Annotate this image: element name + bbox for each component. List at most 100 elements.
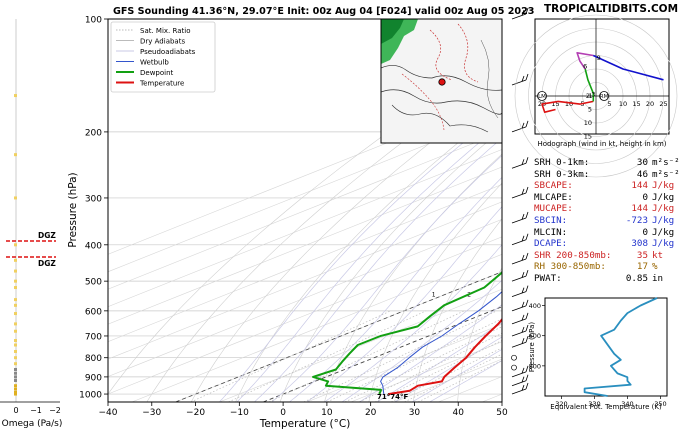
parameter-unit: J/kg bbox=[652, 180, 675, 192]
omega-bar bbox=[14, 343, 17, 347]
parameter-row: SBCAPE: 144 J/kg bbox=[534, 180, 680, 192]
y-tick-label: 700 bbox=[85, 332, 102, 342]
theta-e-line bbox=[583, 297, 658, 397]
mixing-ratio-line bbox=[303, 310, 498, 402]
omega-bar bbox=[14, 392, 17, 396]
parameter-label: MLCIN: bbox=[534, 226, 568, 238]
storm-motion-label: RM bbox=[600, 94, 609, 100]
hodograph-title: Hodograph (wind in kt, height in km) bbox=[537, 140, 666, 148]
parameter-row: PWAT: 0.85 in bbox=[534, 273, 680, 285]
wind-barb bbox=[511, 120, 529, 133]
pseudoadiabat bbox=[429, 360, 502, 402]
x-tick-label: −10 bbox=[230, 408, 249, 418]
mixing-ratio-label: 7 bbox=[538, 292, 542, 299]
wind-barb bbox=[511, 312, 529, 325]
pseudoadiabat bbox=[324, 244, 502, 402]
omega-bar bbox=[14, 362, 17, 366]
wind-barb bbox=[511, 233, 529, 246]
theta-x-tick: 320 bbox=[555, 400, 567, 408]
omega-bar bbox=[14, 243, 17, 247]
pseudoadiabat bbox=[306, 206, 502, 402]
theta-y-tick: 600 bbox=[529, 332, 541, 340]
parameter-unit: J/kg bbox=[652, 203, 675, 215]
mixing-ratio-line bbox=[268, 310, 465, 402]
omega-bar bbox=[14, 196, 17, 200]
wind-barb bbox=[511, 211, 529, 224]
omega-bar bbox=[14, 258, 17, 262]
x-tick-label: −40 bbox=[99, 408, 118, 418]
omega-bar bbox=[14, 375, 17, 379]
parameter-value: 46 bbox=[636, 168, 648, 180]
omega-bar bbox=[14, 371, 17, 375]
hodograph-tick: 15 bbox=[632, 100, 640, 108]
dry-adiabat bbox=[324, 153, 502, 402]
wind-barb bbox=[511, 365, 529, 378]
isotherm bbox=[108, 96, 502, 255]
wind-barb bbox=[511, 374, 529, 387]
map-inset bbox=[380, 18, 503, 144]
x-tick-label: 10 bbox=[321, 408, 333, 418]
theta-x-tick: 340 bbox=[621, 400, 633, 408]
omega-bar bbox=[14, 329, 17, 333]
dry-adiabat bbox=[146, 69, 502, 402]
parameter-value: 144 bbox=[631, 203, 648, 215]
hodograph-segment bbox=[576, 52, 594, 70]
parameter-label: MUCAPE: bbox=[534, 203, 573, 215]
y-tick-label: 900 bbox=[85, 373, 102, 383]
y-tick-label: 100 bbox=[85, 16, 102, 26]
hodograph-tick: 20 bbox=[646, 100, 654, 108]
isotherm bbox=[175, 271, 502, 402]
dry-adiabat bbox=[108, 53, 502, 395]
omega-bar bbox=[14, 303, 17, 307]
parameter-label: RH 300-850mb: bbox=[534, 261, 606, 273]
parameter-row: MLCIN: 0 J/kg bbox=[534, 227, 680, 239]
pseudoadiabat bbox=[254, 137, 502, 402]
wind-barb bbox=[511, 186, 529, 199]
parameter-row: DCAPE: 308 J/kg bbox=[534, 238, 680, 250]
mixing-ratio-line bbox=[417, 360, 502, 402]
parameter-unit: J/kg bbox=[652, 191, 675, 203]
omega-bar bbox=[14, 384, 17, 388]
x-tick-label: 50 bbox=[496, 408, 508, 418]
omega-bar bbox=[14, 94, 17, 98]
theta-x-tick: 330 bbox=[588, 400, 600, 408]
x-tick-label: 0 bbox=[280, 408, 286, 418]
dry-adiabat bbox=[190, 87, 502, 402]
isotherm bbox=[108, 131, 502, 290]
storm-motion-marker bbox=[537, 91, 547, 101]
mixing-ratio-line bbox=[228, 310, 427, 402]
omega-bar bbox=[14, 269, 17, 273]
pseudoadiabat bbox=[341, 279, 502, 402]
hodograph-tick: 25 bbox=[659, 100, 667, 108]
omega-bar bbox=[14, 387, 17, 391]
legend-item: Pseudoadiabats bbox=[140, 48, 196, 56]
parameter-value: 17 bbox=[636, 261, 648, 273]
hodograph-ring-label: 10 bbox=[584, 119, 592, 127]
theta-x-tick: 350 bbox=[654, 400, 666, 408]
height-label: 2 bbox=[586, 92, 590, 100]
theta-e-ylabel: Pressure (hPa) bbox=[528, 322, 536, 372]
wind-barb bbox=[511, 7, 529, 20]
parameter-label: SBCIN: bbox=[534, 214, 568, 226]
omega-bar bbox=[14, 298, 17, 302]
y-tick-label: 400 bbox=[85, 241, 102, 251]
y-tick-label: 200 bbox=[85, 128, 102, 138]
y-tick-label: 1000 bbox=[79, 391, 102, 401]
hodograph-tick: 10 bbox=[565, 100, 573, 108]
omega-bar bbox=[14, 322, 17, 326]
omega-bar bbox=[14, 286, 17, 290]
theta-e-xlabel: Equivalent Pot. Temperature (K) bbox=[550, 403, 662, 411]
omega-xlabel: Omega (Pa/s) bbox=[2, 419, 63, 429]
hodograph-segment bbox=[584, 68, 595, 102]
height-label: 3 bbox=[591, 91, 595, 99]
isotherm bbox=[108, 219, 502, 377]
parameter-value: 0 bbox=[642, 226, 648, 238]
pseudoadiabat bbox=[271, 154, 502, 402]
isotherm bbox=[108, 184, 502, 342]
wind-barb bbox=[511, 270, 529, 282]
hodograph-tick: 5 bbox=[607, 100, 611, 108]
parameter-row: MLCAPE: 0 J/kg bbox=[534, 192, 680, 204]
pseudoadiabat bbox=[236, 131, 493, 402]
map-green-inner bbox=[381, 19, 404, 44]
